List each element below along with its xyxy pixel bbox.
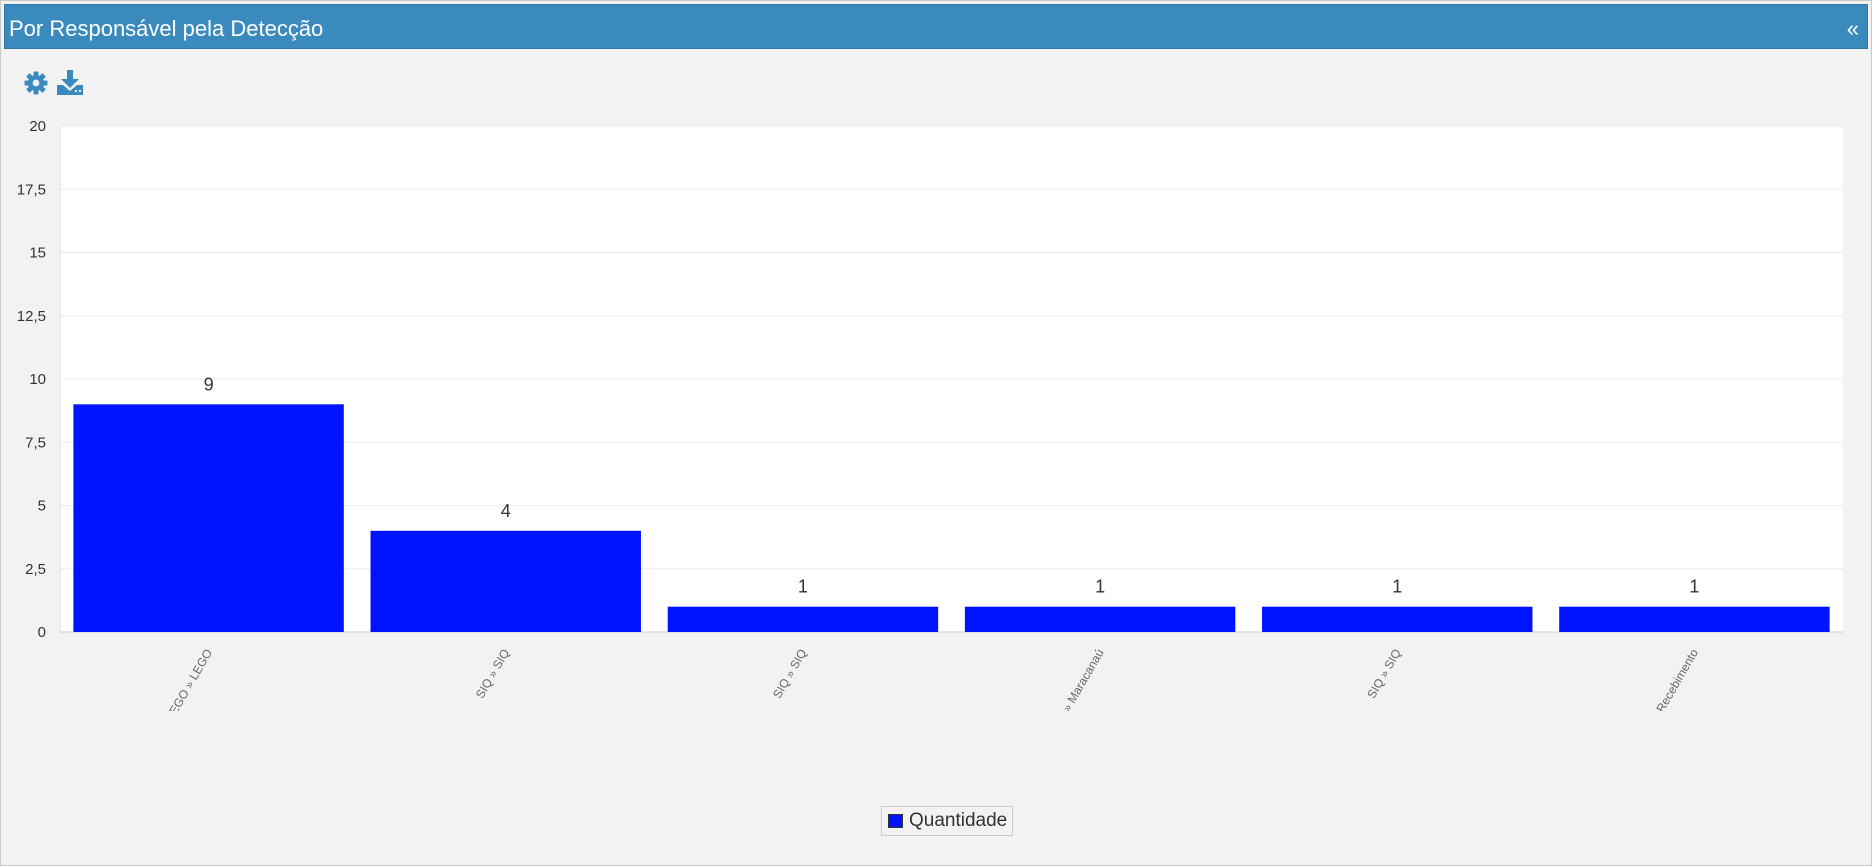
collapse-icon[interactable]: « <box>1846 16 1859 41</box>
download-icon <box>57 70 83 95</box>
settings-button[interactable] <box>22 69 50 97</box>
y-tick-label: 12,5 <box>17 308 46 325</box>
y-tick-label: 5 <box>38 498 46 515</box>
chart-legend[interactable]: Quantidade <box>881 806 1014 836</box>
data-label: 9 <box>204 374 214 394</box>
bar[interactable] <box>1262 606 1533 632</box>
data-label: 1 <box>798 577 808 597</box>
bar-chart: 0 2,5 5 7,5 10 12,5 15 17,5 20 9 LEGO » LEGO 4 SIQ »… <box>17 118 1843 712</box>
bar[interactable] <box>667 606 939 632</box>
x-tick-label: Recebimento » Recebimento <box>1612 646 1702 711</box>
bar[interactable] <box>964 606 1236 632</box>
data-label: 1 <box>1095 577 1105 597</box>
x-tick-label: LEGO » LEGO <box>163 647 215 712</box>
y-tick-label: 7,5 <box>25 434 46 451</box>
x-tick-label: SIQ » SIQ <box>473 647 512 701</box>
x-tick-label: Maracanaú » Maracanaú <box>1028 647 1107 712</box>
data-label: 1 <box>1392 577 1402 597</box>
y-tick-label: 15 <box>29 245 46 262</box>
legend-label: Quantidade <box>909 810 1008 831</box>
x-tick-label: SIQ » SIQ <box>770 647 809 701</box>
legend-swatch <box>888 814 903 828</box>
panel-title: Por Responsável pela Detecção <box>9 16 324 41</box>
y-tick-label: 10 <box>29 371 46 388</box>
y-tick-label: 17,5 <box>17 181 46 198</box>
panel-header: Por Responsável pela Detecção « <box>4 4 1868 49</box>
data-label: 1 <box>1689 577 1699 597</box>
y-tick-label: 0 <box>38 624 46 641</box>
bar[interactable] <box>370 530 641 632</box>
x-tick-label: SIQ » SIQ <box>1364 647 1403 701</box>
gear-icon <box>24 71 48 95</box>
data-label: 4 <box>501 501 511 521</box>
y-tick-label: 2,5 <box>25 561 46 578</box>
bar[interactable] <box>73 404 344 632</box>
bar[interactable] <box>1559 606 1830 632</box>
y-tick-label: 20 <box>29 118 46 135</box>
download-button[interactable] <box>55 69 83 97</box>
